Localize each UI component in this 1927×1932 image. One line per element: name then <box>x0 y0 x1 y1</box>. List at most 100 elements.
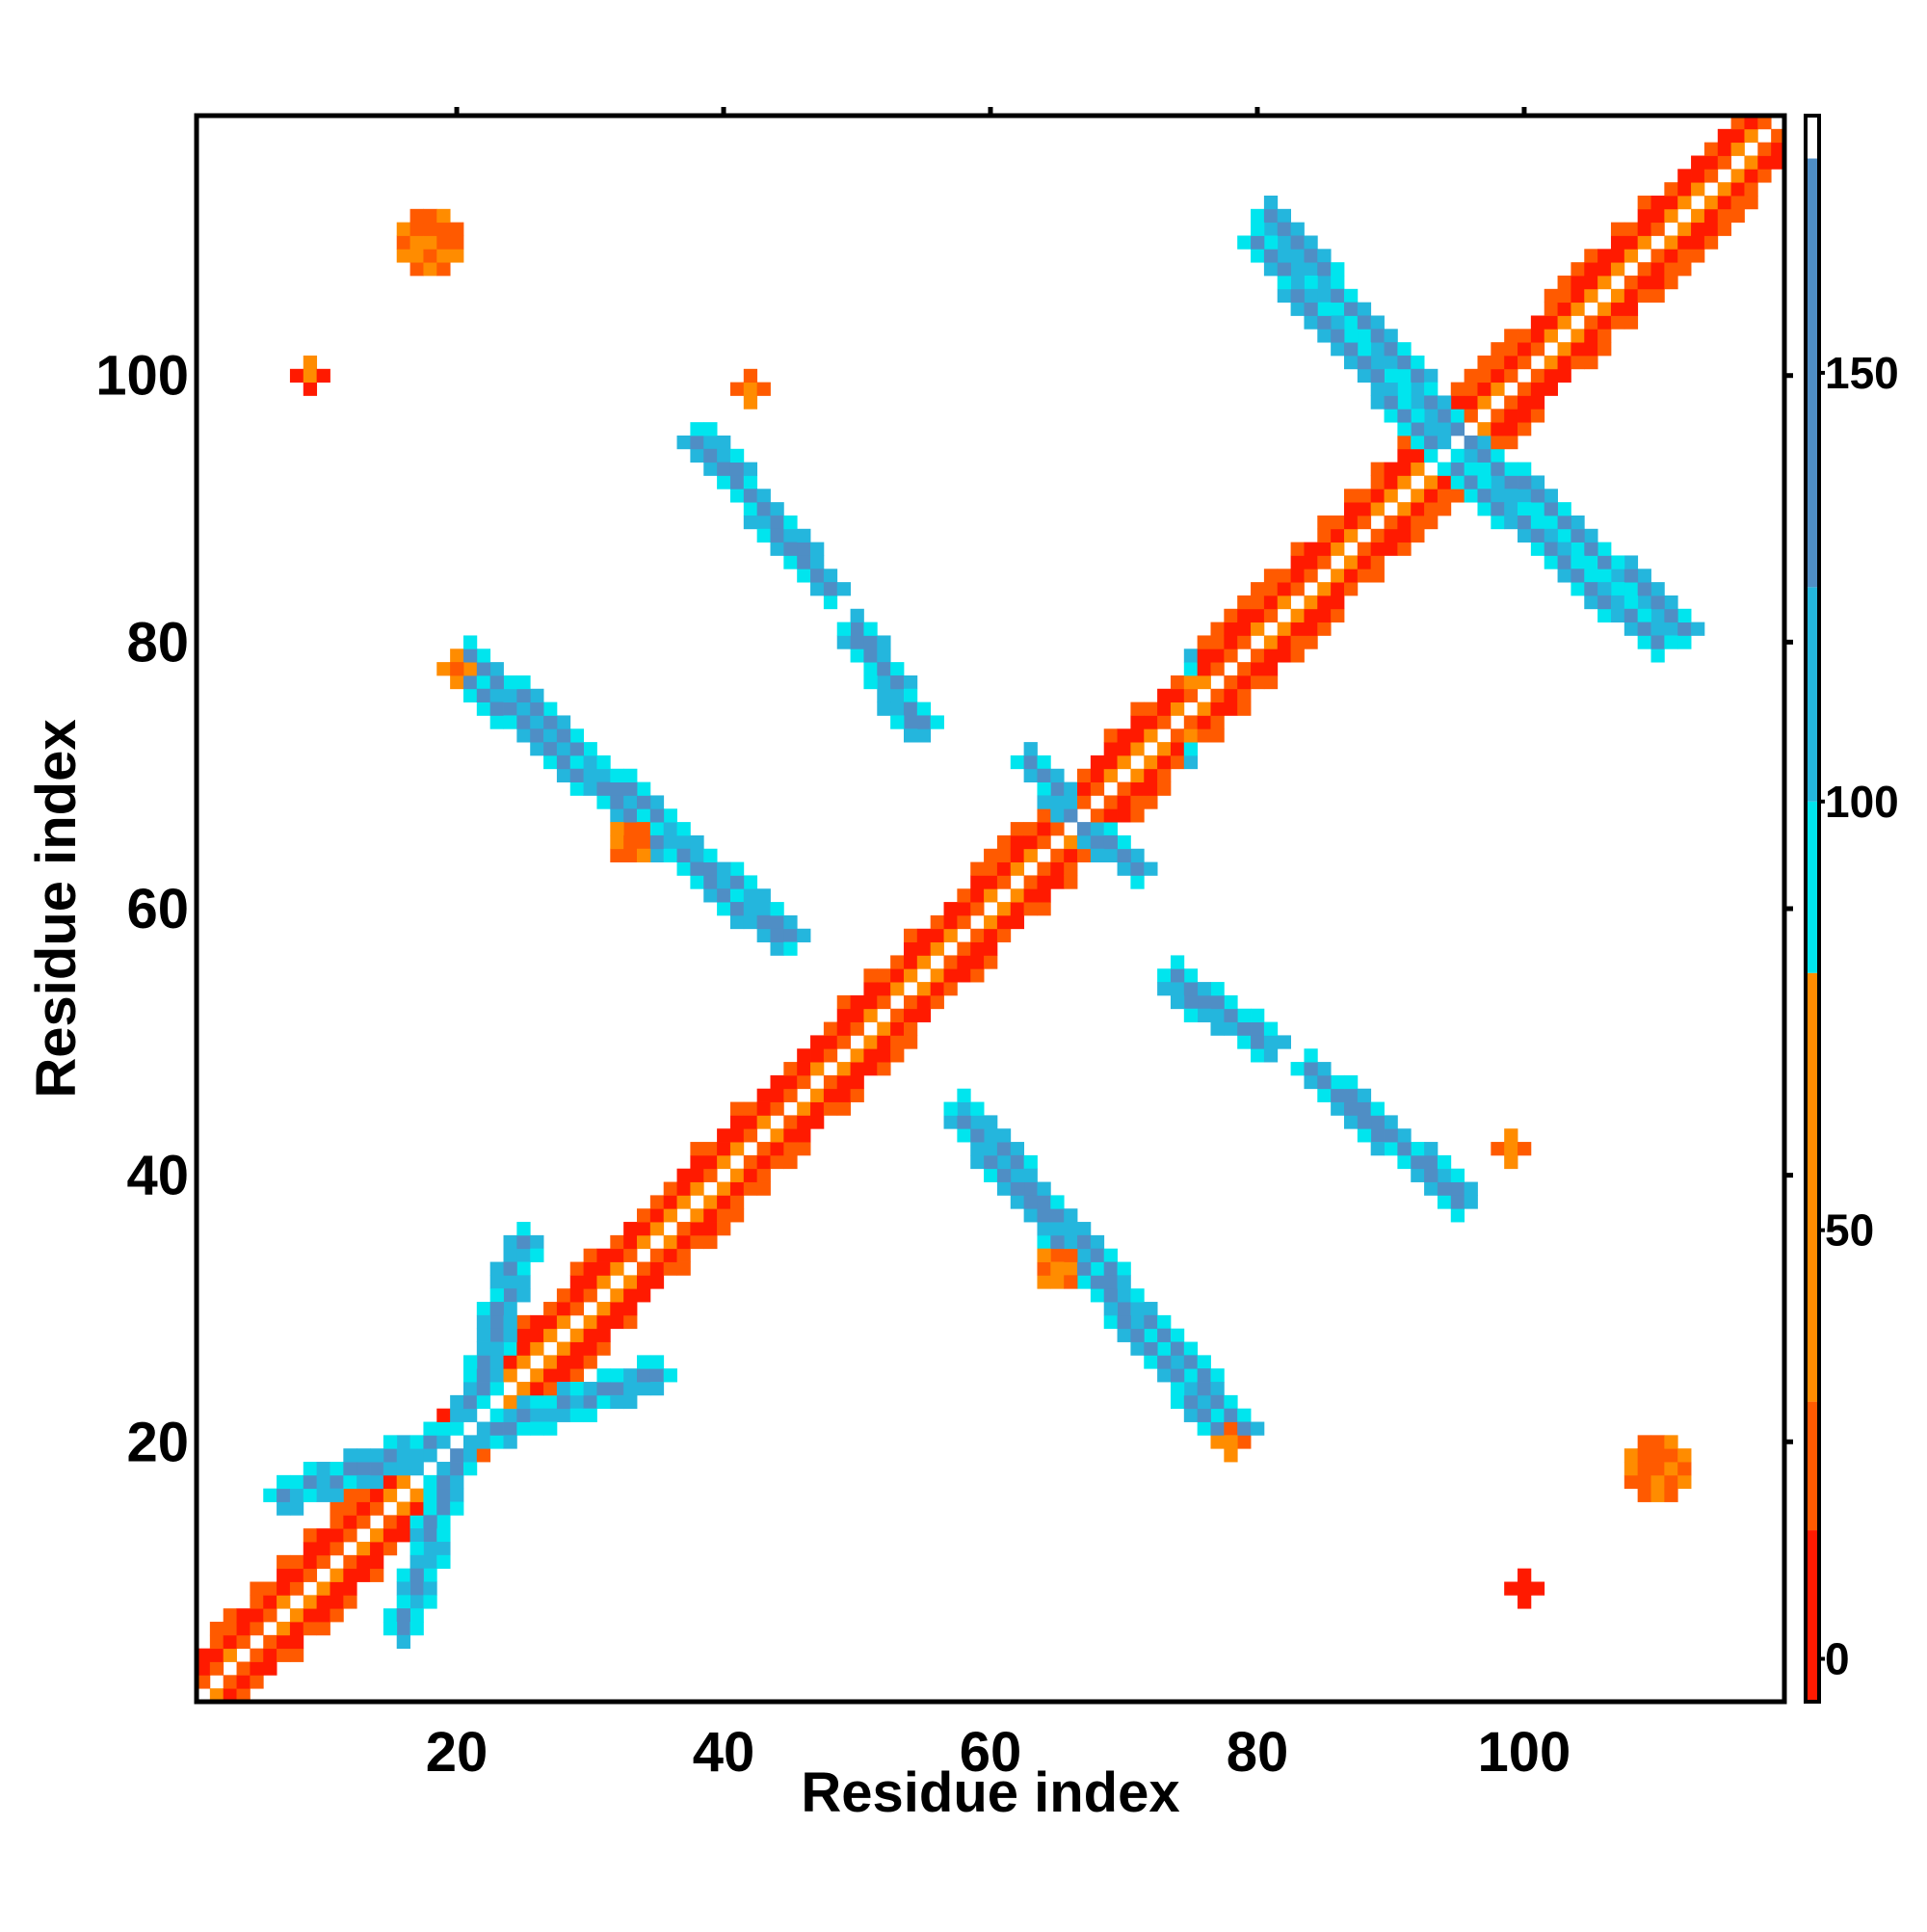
heatmap-cell <box>717 1142 731 1156</box>
heatmap-cell <box>1157 701 1172 716</box>
heatmap-cell <box>1183 1382 1199 1396</box>
heatmap-cell <box>610 1314 624 1330</box>
heatmap-cell <box>984 914 998 930</box>
heatmap-cell <box>1277 648 1291 663</box>
heatmap-cell <box>1437 435 1452 450</box>
heatmap-cell <box>1117 728 1131 743</box>
heatmap-cell <box>996 1168 1012 1182</box>
heatmap-cell <box>1197 648 1211 663</box>
heatmap-cell <box>1610 555 1625 569</box>
heatmap-cell <box>1664 1474 1678 1490</box>
heatmap-cell <box>1397 528 1412 543</box>
heatmap-cell <box>1544 382 1558 396</box>
heatmap-cell <box>1450 395 1465 410</box>
heatmap-cell <box>743 395 758 410</box>
heatmap-cell <box>1237 1435 1252 1449</box>
heatmap-cell <box>197 1648 211 1662</box>
heatmap-cell <box>476 1448 491 1463</box>
heatmap-cell <box>1637 195 1651 210</box>
heatmap-cell <box>1210 622 1225 636</box>
heatmap-cell <box>1450 1181 1465 1196</box>
heatmap-cell <box>676 1248 691 1262</box>
heatmap-cell <box>543 715 558 729</box>
heatmap-cell <box>343 1581 357 1596</box>
heatmap-cell <box>1477 462 1491 476</box>
heatmap-cell <box>1637 222 1651 236</box>
heatmap-cell <box>1370 542 1385 556</box>
heatmap-cell <box>569 1288 585 1303</box>
heatmap-cell <box>1117 795 1131 809</box>
heatmap-cell <box>1530 1581 1545 1596</box>
heatmap-cell <box>1557 569 1571 583</box>
heatmap-cell <box>503 1275 517 1289</box>
heatmap-cell <box>383 1608 398 1623</box>
heatmap-cell <box>717 902 731 916</box>
heatmap-cell <box>330 1542 344 1556</box>
heatmap-cell <box>1597 329 1612 343</box>
heatmap-cell <box>1130 848 1145 862</box>
heatmap-cell <box>1650 1488 1665 1502</box>
heatmap-cell <box>1317 608 1332 623</box>
heatmap-cell <box>1584 275 1598 290</box>
heatmap-cell <box>330 1501 344 1516</box>
heatmap-cell <box>1370 1101 1385 1116</box>
heatmap-cell <box>1544 489 1558 503</box>
heatmap-cell <box>330 1528 344 1543</box>
heatmap-cell <box>1343 1115 1359 1129</box>
heatmap-cell <box>610 822 624 836</box>
heatmap-cell <box>1450 475 1465 490</box>
heatmap-cell <box>263 1488 277 1502</box>
heatmap-cell <box>1277 635 1291 649</box>
heatmap-cell <box>1224 648 1238 663</box>
heatmap-cell <box>530 728 544 743</box>
heatmap-cell <box>263 1661 277 1676</box>
heatmap-cell <box>1424 1154 1439 1170</box>
heatmap-cell <box>223 1675 237 1689</box>
heatmap-cell <box>1397 1128 1412 1143</box>
heatmap-cell <box>1664 262 1678 277</box>
heatmap-cell <box>676 435 691 450</box>
heatmap-cell <box>877 1021 891 1036</box>
heatmap-cell <box>1237 1421 1252 1436</box>
heatmap-cell <box>1544 315 1558 330</box>
heatmap-cell <box>984 848 998 862</box>
heatmap-cell <box>396 1515 410 1529</box>
heatmap-cell <box>1237 235 1252 250</box>
heatmap-cell <box>277 1622 291 1636</box>
heatmap-cell <box>489 662 504 676</box>
heatmap-cell <box>1144 781 1158 796</box>
heatmap-cell <box>423 1515 437 1529</box>
heatmap-cell <box>996 861 1012 876</box>
heatmap-cell <box>1370 1128 1385 1143</box>
heatmap-cell <box>690 1168 704 1182</box>
heatmap-cell <box>396 1448 410 1463</box>
heatmap-cell <box>1557 342 1571 357</box>
heatmap-cell <box>1251 595 1265 610</box>
heatmap-cell <box>1331 329 1345 343</box>
heatmap-cell <box>1437 422 1452 437</box>
heatmap-cell <box>1037 1275 1051 1289</box>
heatmap-cell <box>569 1328 585 1342</box>
heatmap-cell <box>489 1314 504 1330</box>
heatmap-cell <box>850 622 864 636</box>
heatmap-cell <box>1251 1048 1265 1063</box>
heatmap-cell <box>1637 275 1651 290</box>
heatmap-cell <box>1637 608 1651 623</box>
heatmap-cell <box>1157 742 1172 756</box>
heatmap-cell <box>1384 355 1398 370</box>
heatmap-cell <box>1064 1208 1078 1223</box>
heatmap-cell <box>462 635 478 649</box>
heatmap-cell <box>649 808 665 823</box>
heatmap-cell <box>1343 555 1359 569</box>
heatmap-cell <box>1518 1568 1532 1582</box>
heatmap-cell <box>1357 1088 1372 1102</box>
heatmap-cell <box>583 1341 597 1356</box>
heatmap-cell <box>556 754 571 770</box>
heatmap-cell <box>1650 288 1665 304</box>
heatmap-cell <box>1424 502 1439 516</box>
heatmap-cell <box>1530 342 1545 357</box>
heatmap-cell <box>516 728 531 743</box>
heatmap-cell <box>583 754 597 770</box>
heatmap-cell <box>1103 1314 1118 1330</box>
heatmap-cell <box>556 1408 571 1422</box>
